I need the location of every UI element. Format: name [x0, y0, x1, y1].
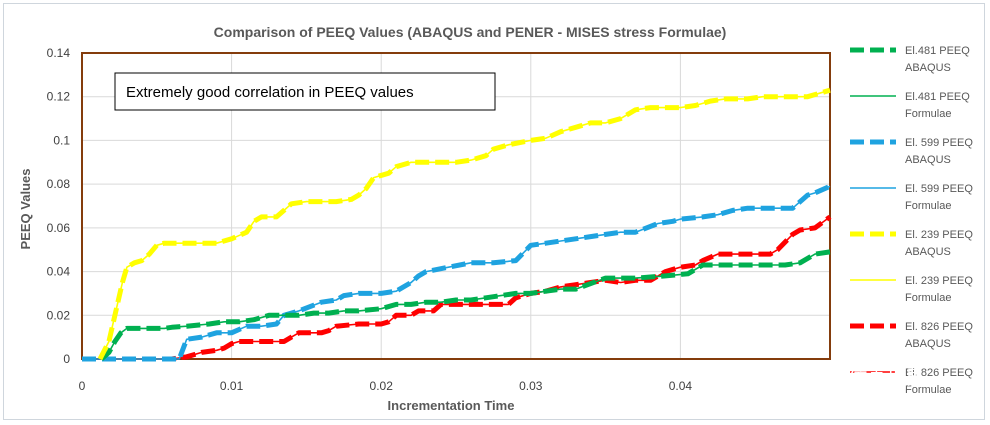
legend-entry: El. 826 PEEQ Formulae — [850, 367, 973, 396]
y-axis-title: PEEQ Values — [18, 169, 33, 250]
legend-entry: El. 239 PEEQ Formulae — [850, 275, 973, 304]
x-tick-label: 0.01 — [220, 379, 244, 393]
chart-title: Comparison of PEEQ Values (ABAQUS and PE… — [214, 24, 727, 40]
legend-label: El. 239 PEEQ — [905, 275, 973, 287]
legend-label: Formulae — [905, 108, 951, 120]
legend-label: El. 599 PEEQ — [905, 137, 973, 149]
series-line-4 — [97, 87, 831, 361]
series-layer — [82, 87, 832, 362]
x-axis-ticks: 0 0.01 0.02 0.03 0.04 — [79, 379, 693, 393]
legend-entry: El.481 PEEQ Formulae — [850, 91, 970, 120]
legend-label: Formulae — [905, 384, 951, 396]
legend-label: Formulae — [905, 200, 951, 212]
legend-entry: El. 599 PEEQ Formulae — [850, 183, 973, 212]
legend-label: Formulae — [905, 292, 951, 304]
legend-label: El.481 PEEQ — [905, 45, 970, 57]
legend-entry: El. 239 PEEQ ABAQUS — [850, 229, 973, 258]
legend-label: ABAQUS — [905, 154, 951, 166]
legend-label: El. 599 PEEQ — [905, 183, 973, 195]
legend-label: El.481 PEEQ — [905, 91, 970, 103]
legend-label: El. 239 PEEQ — [905, 229, 973, 241]
annotation-text: Extremely good correlation in PEEQ value… — [126, 84, 414, 101]
x-tick-label: 0.04 — [669, 379, 693, 393]
legend-entry: El.481 PEEQ ABAQUS — [850, 45, 970, 74]
series-line-1 — [100, 251, 831, 360]
legend-label: ABAQUS — [905, 62, 951, 74]
x-tick-label: 0 — [79, 379, 86, 393]
y-tick-label: 0.02 — [47, 308, 71, 322]
watermark-text: ABAQUS仿真世界 — [769, 367, 924, 389]
series-line-3 — [82, 185, 831, 360]
x-tick-label: 0.02 — [370, 379, 394, 393]
y-tick-label: 0.04 — [47, 265, 71, 279]
series-line-0 — [99, 249, 831, 361]
legend-entry: El. 599 PEEQ ABAQUS — [850, 137, 973, 166]
legend-label: ABAQUS — [905, 338, 951, 350]
series-line-2 — [82, 184, 832, 362]
legend-label: ABAQUS — [905, 246, 951, 258]
peeq-comparison-chart: Comparison of PEEQ Values (ABAQUS and PE… — [18, 24, 973, 413]
x-tick-label: 0.03 — [519, 379, 543, 393]
legend-label: El. 826 PEEQ — [905, 321, 973, 333]
wechat-icon — [736, 367, 764, 389]
y-axis-ticks: 0 0.02 0.04 0.06 0.08 0.1 0.12 0.14 — [47, 46, 71, 366]
series-line-5 — [99, 89, 831, 360]
plot-area-border — [81, 52, 831, 360]
series-line-7 — [82, 216, 831, 360]
y-tick-label: 0.14 — [47, 46, 71, 60]
chart-frame: Comparison of PEEQ Values (ABAQUS and PE… — [3, 3, 985, 420]
y-tick-label: 0.06 — [47, 221, 71, 235]
annotation-box: Extremely good correlation in PEEQ value… — [114, 72, 496, 111]
legend-entry: El. 826 PEEQ ABAQUS — [850, 321, 973, 350]
watermark: ABAQUS仿真世界 — [736, 367, 924, 389]
legend-label: El. 826 PEEQ — [905, 367, 973, 379]
y-tick-label: 0.12 — [47, 90, 71, 104]
y-tick-label: 0 — [63, 352, 70, 366]
x-axis-title: Incrementation Time — [388, 398, 515, 413]
y-tick-label: 0.1 — [53, 133, 70, 147]
y-tick-label: 0.08 — [47, 177, 71, 191]
